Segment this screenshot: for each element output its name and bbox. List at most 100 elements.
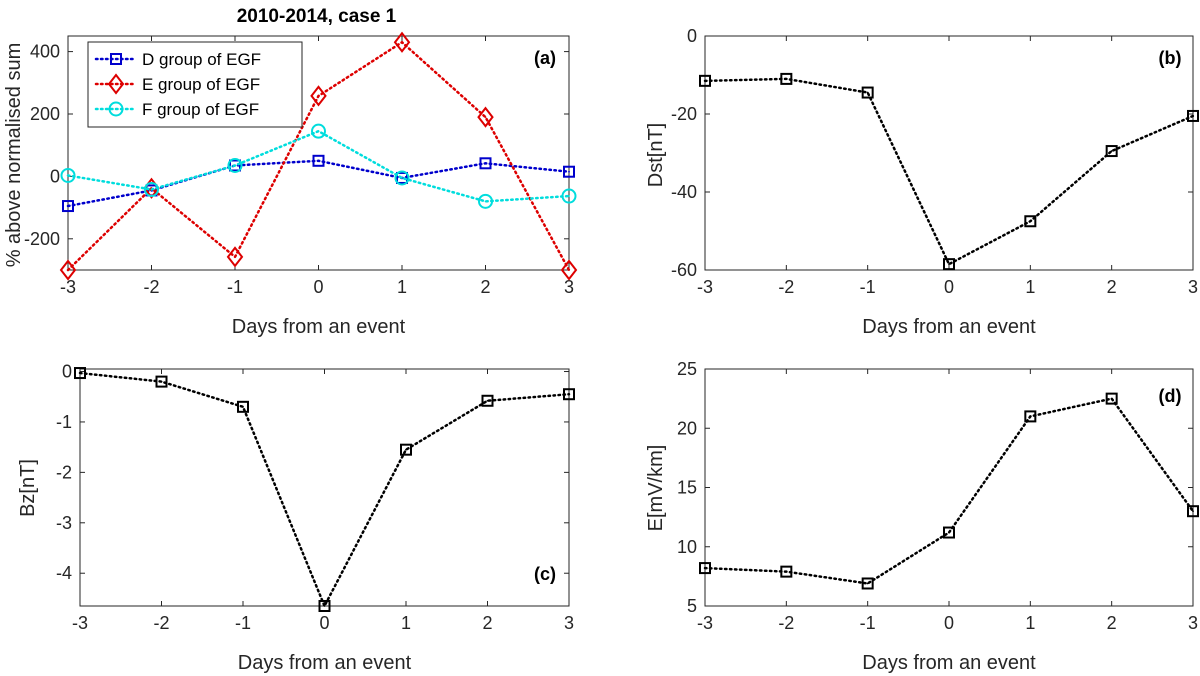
- data-point: [229, 159, 241, 172]
- x-tick-label: 3: [564, 277, 574, 297]
- y-tick-label: -200: [24, 229, 60, 249]
- panel-tag: (b): [1159, 48, 1182, 68]
- series-line: [78, 371, 571, 609]
- y-tick-label: 400: [30, 42, 60, 62]
- data-point-center: [568, 269, 570, 271]
- plot-frame: [704, 35, 1194, 271]
- data-point-center: [242, 405, 244, 408]
- data-point-center: [704, 79, 706, 82]
- data-point: [312, 154, 325, 167]
- series-line: [703, 77, 1195, 266]
- data-point-center: [317, 159, 320, 162]
- y-tick-label: -4: [56, 563, 72, 583]
- x-tick-label: -3: [697, 277, 713, 297]
- data-point: [1024, 410, 1037, 423]
- x-tick-label: -1: [227, 277, 243, 297]
- data-point: [227, 157, 243, 173]
- data-point-center: [234, 164, 236, 167]
- data-point-center: [484, 162, 487, 165]
- data-point: [226, 246, 244, 268]
- x-tick-label: 1: [401, 613, 411, 633]
- series-dst: [699, 72, 1199, 271]
- legend-marker: [110, 53, 122, 65]
- data-point: [144, 182, 159, 198]
- y-axis-label: E[mV/km]: [645, 445, 667, 532]
- data-point-center: [785, 570, 788, 573]
- x-tick-label: -2: [143, 277, 159, 297]
- data-point: [479, 157, 492, 170]
- data-point: [393, 31, 411, 53]
- x-tick-label: -2: [778, 613, 794, 633]
- data-point-center: [866, 91, 869, 94]
- data-point-center: [160, 380, 163, 383]
- data-point: [62, 200, 74, 213]
- data-point-center: [79, 372, 81, 374]
- x-axis-label: Days from an event: [238, 652, 412, 674]
- data-point: [1187, 109, 1199, 122]
- series-line: [703, 397, 1195, 585]
- x-tick-label: 0: [944, 613, 954, 633]
- data-point: [943, 526, 955, 539]
- data-point-center: [486, 399, 489, 402]
- data-point: [237, 400, 249, 413]
- x-tick-label: 2: [1107, 277, 1117, 297]
- data-point: [477, 106, 494, 128]
- data-point-center: [948, 531, 950, 534]
- y-tick-label: 15: [677, 478, 697, 498]
- data-point: [59, 259, 77, 281]
- legend-marker: [108, 101, 124, 117]
- x-tick-label: -2: [778, 277, 794, 297]
- data-point-center: [568, 393, 570, 396]
- data-point-center: [1192, 115, 1194, 117]
- data-point-center: [401, 41, 403, 44]
- y-tick-label: 200: [30, 104, 60, 124]
- x-tick-label: 3: [1188, 613, 1198, 633]
- data-point: [563, 165, 575, 178]
- x-axis-label: Days from an event: [232, 316, 406, 338]
- data-point: [1105, 392, 1118, 405]
- y-tick-label: -2: [56, 462, 72, 482]
- data-point-center: [67, 269, 69, 271]
- legend-marker-center: [115, 58, 117, 60]
- data-point-center: [67, 174, 69, 177]
- y-tick-label: 0: [62, 362, 72, 382]
- data-point: [481, 394, 494, 407]
- x-tick-label: 3: [1188, 277, 1198, 297]
- x-tick-label: 1: [397, 277, 407, 297]
- data-point: [60, 167, 76, 183]
- y-axis-label: Bz[nT]: [17, 459, 39, 517]
- panel-d: -3 -2 -1 0 1 2 3 5 10 15 20 25 Days from an event E[m…: [645, 359, 1199, 674]
- y-tick-label: -1: [56, 412, 72, 432]
- panel-b: -3 -2 -1 0 1 2 3 -60 -40 -20 0 Days from an event Ds…: [645, 26, 1199, 338]
- legend-marker: [107, 73, 125, 95]
- x-axis-label: Days from an event: [862, 316, 1036, 338]
- data-point: [400, 443, 412, 456]
- data-point: [861, 577, 874, 590]
- series-f-group-of-egf: [60, 123, 577, 209]
- data-point-center: [1110, 150, 1113, 152]
- data-point-center: [317, 95, 320, 97]
- data-point-center: [785, 78, 788, 80]
- panel-tag: (a): [534, 48, 556, 68]
- data-point-center: [234, 255, 236, 258]
- data-point-center: [568, 195, 570, 197]
- data-point-center: [323, 605, 326, 607]
- x-tick-label: -1: [860, 277, 876, 297]
- data-point-center: [484, 116, 487, 119]
- data-point-center: [405, 448, 407, 451]
- data-point: [155, 375, 168, 388]
- data-point: [1024, 215, 1037, 228]
- data-point: [861, 86, 874, 99]
- y-tick-label: -20: [671, 104, 697, 124]
- y-tick-label: 20: [677, 418, 697, 438]
- chart-title: 2010-2014, case 1: [237, 6, 397, 27]
- data-point: [396, 171, 408, 184]
- data-point: [1187, 505, 1199, 518]
- legend-label: F group of EGF: [142, 100, 259, 119]
- y-axis-label: % above normalised sum: [3, 43, 25, 268]
- x-tick-label: -1: [235, 613, 251, 633]
- series-d-group-of-egf: [62, 154, 575, 213]
- data-point: [311, 123, 326, 139]
- x-axis-label: Days from an event: [862, 652, 1036, 674]
